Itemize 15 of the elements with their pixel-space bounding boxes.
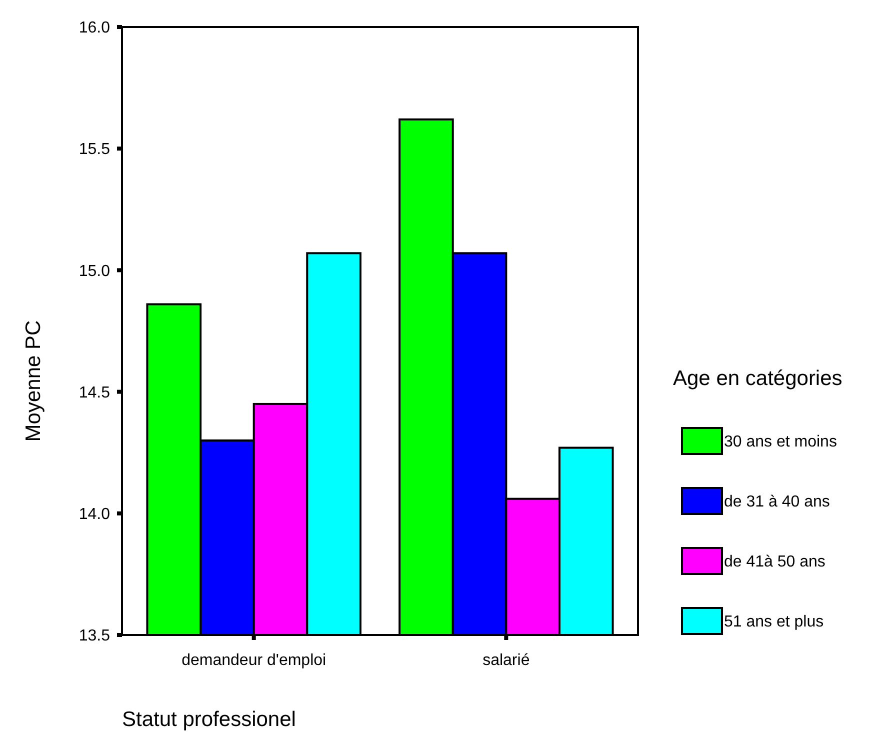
y-tick-label: 14.0 — [78, 506, 110, 523]
x-axis-title: Statut professionel — [122, 708, 296, 731]
legend-label: 51 ans et plus — [724, 614, 824, 631]
y-axis-title: Moyenne PC — [22, 320, 45, 442]
legend-title: Age en catégories — [673, 367, 842, 390]
legend-label: 30 ans et moins — [724, 434, 837, 451]
y-tick-label: 13.5 — [78, 628, 110, 645]
y-tick-label: 15.5 — [78, 141, 110, 158]
y-tick-label: 15.0 — [78, 262, 110, 280]
x-tick-label: demandeur d'emploi — [182, 652, 326, 669]
y-tick-label: 16.0 — [78, 20, 110, 37]
legend-label: de 31 à 40 ans — [724, 494, 830, 511]
legend-label: de 41à 50 ans — [724, 554, 826, 571]
y-tick-label: 14.5 — [78, 384, 110, 402]
x-tick-label: salarié — [482, 652, 530, 669]
